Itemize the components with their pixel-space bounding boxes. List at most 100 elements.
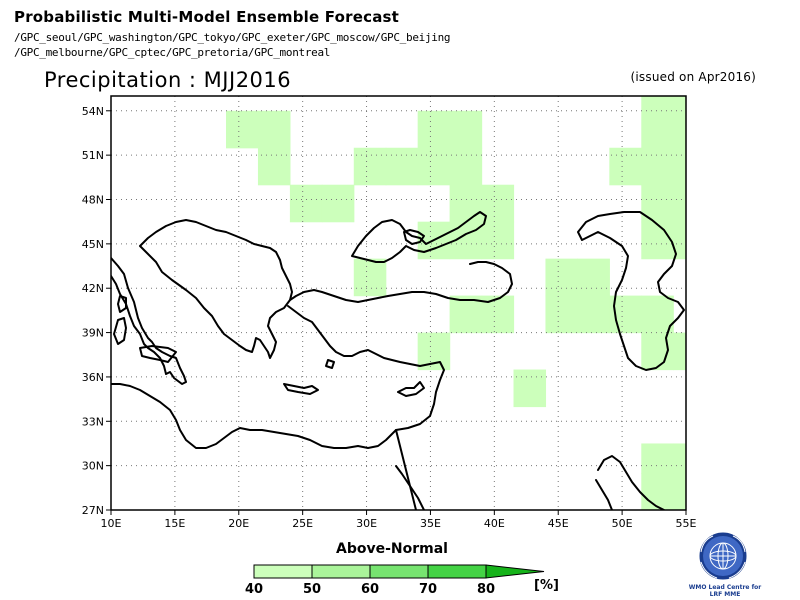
coastline-europe-mainland [111,257,187,385]
legend-tick-label: 60 [361,582,379,597]
coastlines [111,211,685,510]
shaded-cell [449,110,483,149]
shaded-cell [289,184,323,223]
shaded-cell [257,147,291,186]
legend-colorbar [253,564,545,579]
lon-tick-label: 40E [484,517,505,530]
shaded-cell [641,473,674,510]
latitude-ticks: 27N 30N 33N 36N 39N 42N 45N 48N 51N 54N [82,105,111,517]
island-crete [283,383,319,395]
coastline-adriatic-balkans [139,219,293,359]
lat-tick-label: 33N [82,415,104,428]
shaded-cell [641,443,674,474]
coastline-crimea [403,229,425,245]
shaded-cell [641,147,674,186]
lon-tick-label: 45E [548,517,569,530]
legend-tick-label: 50 [303,582,321,597]
issued-date: (issued on Apr2016) [630,70,756,84]
header-title: Probabilistic Multi-Model Ensemble Forec… [14,8,400,26]
coastline-persian-gulf [597,455,665,510]
shaded-cell [257,110,291,149]
shaded-cell [641,295,674,334]
shaded-cell [481,221,515,260]
coastline-arabia [595,479,613,510]
coastline-sinai [395,465,425,510]
shaded-cell [545,258,578,297]
shaded-cell [353,258,387,297]
shaded-cell [417,110,451,149]
legend-color-box [369,564,429,579]
map-frame [110,95,687,511]
lon-tick-label: 15E [164,517,185,530]
shaded-cell [449,147,483,186]
legend-tick-label: 80 [477,582,495,597]
shaded-cell [321,184,355,223]
probability-shading [226,96,686,510]
shaded-cell [449,295,483,334]
shaded-cell [449,184,483,223]
legend-color-box [427,564,487,579]
shaded-cell [577,258,610,297]
lon-tick-label: 55E [676,517,697,530]
shaded-cell [673,221,686,260]
legend-unit: [%] [534,578,559,593]
longitude-ticks: 10E 15E 20E 25E 30E 35E 40E 45E 50E 55E [101,510,697,530]
lat-tick-label: 54N [82,105,104,118]
shaded-cell [545,295,578,334]
models-list-line1: /GPC_seoul/GPC_washington/GPC_tokyo/GPC_… [14,31,451,44]
island-sardinia [113,317,127,345]
lat-tick-label: 51N [82,149,104,162]
shaded-cell [513,369,547,408]
map-gridlines [111,96,686,510]
lon-tick-label: 35E [420,517,441,530]
lat-tick-label: 27N [82,504,104,517]
shaded-cell [673,332,686,371]
island-cyprus [397,381,425,397]
coastline-black-sea-west [289,261,513,303]
wmo-logo-caption: WMO Lead Centre for LRF MME [684,584,766,598]
lat-tick-label: 39N [82,327,104,340]
lon-tick-label: 30E [356,517,377,530]
island-sicily [139,345,177,363]
legend-color-box [311,564,371,579]
lon-tick-label: 10E [101,517,122,530]
shaded-cell [609,147,642,186]
shaded-cell [673,184,686,223]
legend-color-box [253,564,313,579]
shaded-cell [641,110,674,149]
map-title: Precipitation : MJJ2016 [44,68,292,92]
coastline-turkey-south [111,305,445,449]
wmo-logo-caption-line2: LRF MME [709,591,741,598]
lat-tick-label: 45N [82,238,104,251]
coastline-caspian [577,211,685,371]
shaded-cell [641,96,674,112]
wmo-logo-caption-line1: WMO Lead Centre for [688,584,762,591]
coastline-red-sea [395,429,417,510]
legend-tick-label: 70 [419,582,437,597]
shaded-cell [641,332,674,371]
lon-tick-label: 25E [292,517,313,530]
lat-tick-label: 36N [82,371,104,384]
island-rhodes [325,359,335,369]
lat-tick-label: 30N [82,460,104,473]
lon-tick-label: 50E [612,517,633,530]
shaded-cell [417,147,451,186]
lat-tick-label: 42N [82,282,104,295]
lon-tick-label: 20E [228,517,249,530]
shaded-cell [385,147,419,186]
models-list-line2: /GPC_melbourne/GPC_cptec/GPC_pretoria/GP… [14,46,331,59]
island-corsica [117,295,127,313]
shaded-cell [577,295,610,334]
legend-title: Above-Normal [336,541,448,557]
legend-tick-label: 40 [245,582,263,597]
coastline-black-sea-north [351,211,487,263]
shaded-cell [353,147,387,186]
shaded-cell [673,473,686,510]
shaded-cell [673,147,686,186]
shaded-cell [641,221,674,260]
shaded-cell [673,96,686,149]
legend-arrow [485,564,545,579]
lat-tick-label: 48N [82,194,104,207]
legend-labels: 40 50 60 70 80 [245,582,495,597]
